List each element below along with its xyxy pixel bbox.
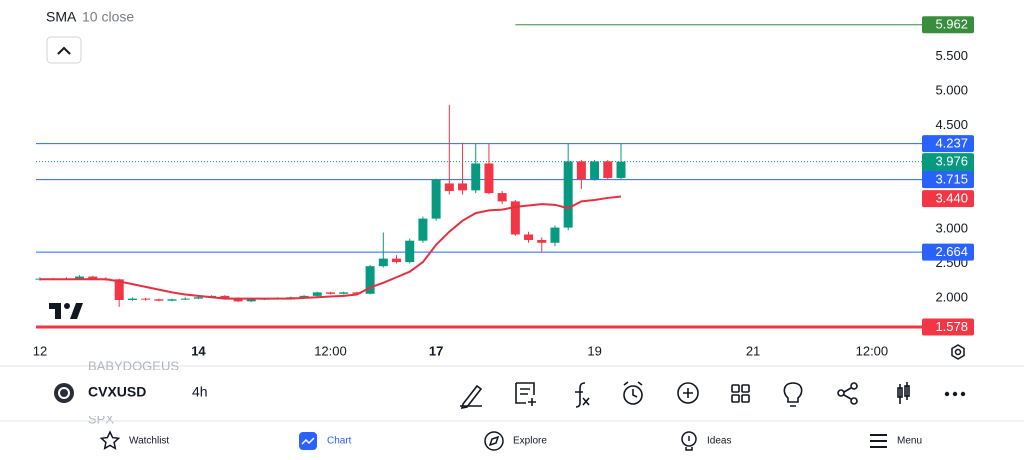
price-label-box — [922, 135, 974, 153]
alert-icon[interactable] — [623, 381, 643, 405]
candle-body — [141, 298, 151, 300]
note-icon[interactable] — [515, 382, 536, 406]
candle-body — [418, 218, 428, 241]
candle-body — [378, 258, 388, 267]
candle-body — [246, 299, 256, 302]
add-icon[interactable] — [677, 382, 699, 404]
y-tick-label: 5.500 — [935, 48, 968, 63]
y-tick-label: 3.000 — [935, 220, 968, 235]
x-tick-label: 12:00 — [314, 343, 347, 358]
candle-body — [590, 161, 600, 180]
candle-body — [550, 227, 560, 243]
price-label-box — [922, 171, 974, 189]
collapse-button[interactable] — [46, 36, 82, 64]
price-label-box — [922, 318, 974, 336]
candle-body — [603, 161, 613, 178]
candle-body — [233, 297, 243, 302]
x-tick-label: 12:00 — [856, 343, 889, 358]
candle-body — [88, 276, 98, 279]
x-tick-label: 12 — [33, 343, 47, 358]
candle-body — [471, 163, 481, 191]
ideas-icon[interactable] — [783, 382, 803, 407]
candle-body — [352, 292, 362, 294]
x-tick-label: 17 — [429, 343, 443, 358]
symbol-icon — [54, 383, 74, 403]
y-tick-label: 2.000 — [935, 289, 968, 304]
candle-body — [497, 193, 507, 202]
nav-item[interactable]: Explore — [513, 436, 547, 447]
price-label: 3.976 — [935, 154, 968, 169]
indicators-icon[interactable] — [575, 382, 590, 408]
candle-body — [75, 276, 85, 279]
candle-body — [167, 299, 177, 301]
interval[interactable]: 4h — [192, 384, 208, 400]
candle-body — [444, 183, 454, 192]
nav-item[interactable]: Watchlist — [129, 436, 169, 447]
price-label: 2.664 — [935, 244, 968, 259]
candle-body — [524, 234, 534, 240]
candle-body — [484, 163, 494, 194]
candle-body — [616, 161, 626, 178]
x-tick-label: 19 — [587, 343, 601, 358]
x-tick-label: 21 — [746, 343, 760, 358]
candle-body — [563, 161, 573, 228]
hidden-row: BABYDOGEUS — [88, 358, 179, 373]
chart-type-icon[interactable] — [897, 382, 910, 404]
tv-logo — [49, 303, 83, 319]
x-tick-label: 14 — [191, 343, 206, 358]
candle-body — [431, 179, 441, 219]
candle-body — [365, 266, 375, 294]
draw-icon[interactable] — [460, 384, 483, 410]
candle-body — [193, 297, 203, 299]
more-icon[interactable] — [944, 391, 966, 397]
indicator-name: SMA — [46, 9, 77, 25]
price-label: 4.237 — [935, 136, 968, 151]
y-tick-label: 5.000 — [935, 82, 968, 97]
candle-body — [537, 240, 547, 243]
price-label-box — [922, 243, 974, 261]
toolbar — [0, 370, 1024, 416]
ideas-nav-icon[interactable] — [681, 431, 697, 451]
candle-body — [576, 161, 586, 180]
candle-body — [114, 279, 124, 300]
price-label-box — [922, 190, 974, 208]
nav-item[interactable]: Menu — [897, 436, 922, 447]
candle-body — [510, 201, 520, 235]
price-label: 3.715 — [935, 172, 968, 187]
layout-icon[interactable] — [731, 384, 750, 403]
candle-body — [154, 299, 164, 301]
candle-body — [339, 292, 349, 294]
candle-body — [392, 258, 402, 263]
explore-icon[interactable] — [484, 431, 504, 451]
price-label: 5.962 — [935, 17, 968, 32]
candle-body — [220, 295, 230, 298]
candle-body — [405, 240, 415, 263]
candle-body — [325, 292, 335, 294]
candle-body — [458, 183, 468, 191]
sma-line — [39, 195, 622, 300]
candle-body — [180, 298, 190, 300]
candle-body — [127, 298, 137, 300]
nav-item[interactable]: Ideas — [707, 436, 731, 447]
watchlist-icon[interactable] — [99, 430, 121, 450]
menu-icon[interactable] — [870, 434, 887, 448]
candle-body — [299, 295, 309, 298]
price-label: 1.578 — [935, 319, 968, 334]
price-label: 3.440 — [935, 191, 968, 206]
symbol[interactable]: CVXUSD — [88, 384, 146, 400]
nav-item-active[interactable]: Chart — [327, 436, 352, 447]
candle-body — [312, 292, 322, 296]
y-tick-label: 4.500 — [935, 117, 968, 132]
price-label-box — [922, 16, 974, 34]
settings-icon[interactable] — [951, 344, 965, 360]
indicator-params: 10 close — [82, 9, 134, 25]
share-icon[interactable] — [837, 382, 858, 405]
chart-pane — [35, 24, 925, 329]
